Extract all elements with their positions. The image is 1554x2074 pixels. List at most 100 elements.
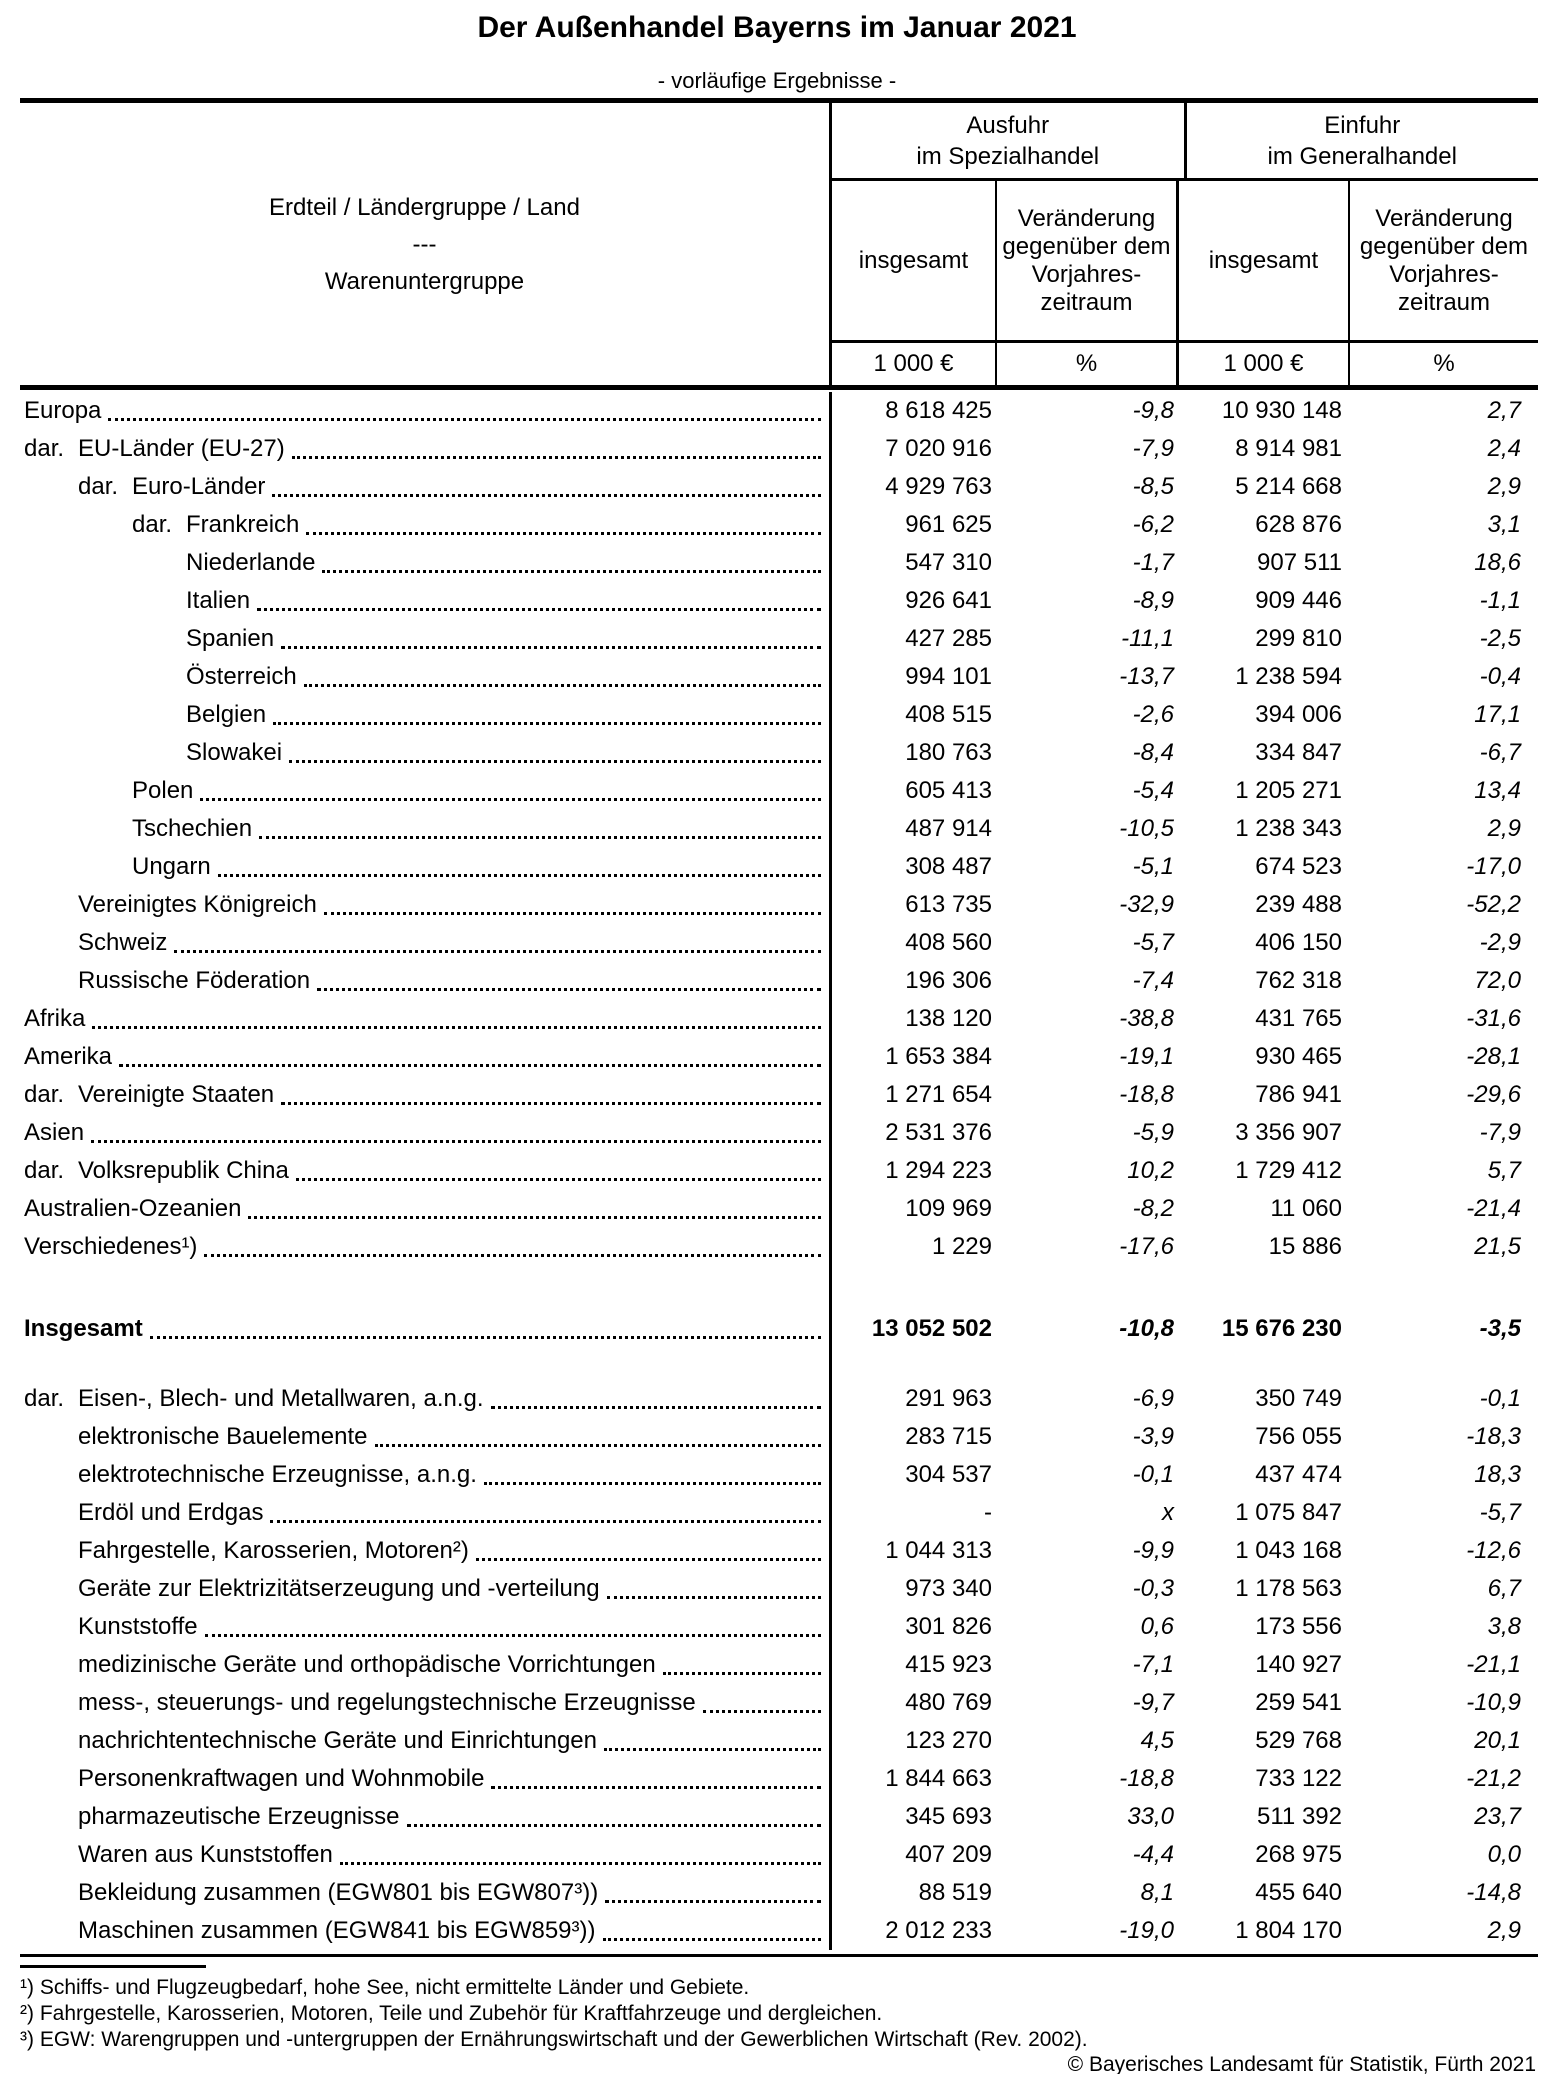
value-cell: 20,1 [1474, 1727, 1521, 1754]
row-label: Italien [186, 587, 251, 614]
row-label-cell: medizinische Geräte und orthopädische Vo… [20, 1646, 832, 1684]
row-label: Personenkraftwagen und Wohnmobile [78, 1765, 485, 1792]
row-label-cell: dar. Volksrepublik China [20, 1152, 832, 1190]
dot-leader [200, 798, 821, 801]
geo-row: Italien 926 641 -8,9 909 446 -1,1 [20, 582, 1538, 620]
row-label: mess-, steuerungs- und regelungstechnisc… [78, 1689, 696, 1716]
row-label-cell: Insgesamt [20, 1310, 832, 1348]
column-group-row: Ausfuhr im Spezialhandel Einfuhr im Gene… [832, 103, 1538, 181]
value-cell: 301 826 [905, 1613, 992, 1640]
value-cell: -19,1 [1119, 1043, 1174, 1070]
dot-leader [108, 418, 821, 421]
value-cell: -7,1 [1132, 1651, 1174, 1678]
geo-row: Australien-Ozeanien 109 969 -8,2 11 060 -21,… [20, 1190, 1538, 1228]
unit-label: 1 000 € [1223, 350, 1304, 377]
value-cell: 394 006 [1255, 701, 1342, 728]
footnote-2: ²) Fahrgestelle, Karosserien, Motoren, T… [20, 2002, 883, 2025]
value-cell: 268 975 [1255, 1841, 1342, 1868]
value-cell: 13 052 502 [871, 1315, 992, 1342]
footnote-3: ³) EGW: Warengruppen und -untergruppen d… [20, 2028, 1088, 2051]
value-cell: 529 768 [1255, 1727, 1342, 1754]
value-cell: - [984, 1499, 992, 1526]
goods-row: medizinische Geräte und orthopädische Vo… [20, 1646, 1538, 1684]
goods-row: Geräte zur Elektrizitätserzeugung und -v… [20, 1570, 1538, 1608]
value-cell: 1 271 654 [885, 1081, 992, 1108]
row-label-cell: Geräte zur Elektrizitätserzeugung und -v… [20, 1570, 832, 1608]
row-label-cell: Slowakei [20, 734, 832, 772]
geo-row: dar. Frankreich 961 625 -6,2 628 876 3,1 [20, 506, 1538, 544]
dot-leader [606, 1596, 821, 1599]
row-label: Erdöl und Erdgas [78, 1499, 264, 1526]
dot-leader [491, 1786, 821, 1789]
unit-label: % [1075, 350, 1098, 377]
dot-leader [259, 836, 821, 839]
value-cell: 304 537 [905, 1461, 992, 1488]
value-cell: -0,1 [1132, 1461, 1174, 1488]
dar-prefix: dar. [24, 1157, 65, 1184]
goods-row: Personenkraftwagen und Wohnmobile 1 844 6… [20, 1760, 1538, 1798]
dar-prefix: dar. [24, 1385, 65, 1412]
value-cell: -9,8 [1132, 397, 1174, 424]
value-cell: 8,1 [1140, 1879, 1174, 1906]
value-cell: -3,5 [1479, 1315, 1521, 1342]
value-cell: 1 804 170 [1235, 1917, 1342, 1944]
row-label: Spanien [186, 625, 275, 652]
unit-cell: 1 000 € [832, 343, 997, 385]
value-cell: 408 560 [905, 929, 992, 956]
col-group-ausfuhr: Ausfuhr im Spezialhandel [832, 103, 1187, 178]
row-label-cell: dar. Euro-Länder [20, 468, 832, 506]
geo-row: Niederlande 547 310 -1,7 907 511 18,6 [20, 544, 1538, 582]
value-cell: -18,8 [1119, 1765, 1174, 1792]
unit-cell: % [997, 343, 1179, 385]
value-cell: -6,7 [1479, 739, 1521, 766]
value-cell: -5,7 [1479, 1499, 1521, 1526]
geo-row: dar. EU-Länder (EU-27) 7 020 916 -7,9 8 914 … [20, 430, 1538, 468]
value-cell: -38,8 [1119, 1005, 1174, 1032]
dot-leader [248, 1216, 821, 1219]
row-label-cell: Amerika [20, 1038, 832, 1076]
row-label: nachrichtentechnische Geräte und Einrich… [78, 1727, 597, 1754]
dar-prefix: dar. [24, 1081, 65, 1108]
subheader-line: Veränderung [1017, 204, 1156, 232]
value-cell: -1,1 [1479, 587, 1521, 614]
subheader-label: insgesamt [858, 246, 969, 274]
value-cell: -31,6 [1466, 1005, 1521, 1032]
value-cell: -12,6 [1466, 1537, 1521, 1564]
unit-row: 1 000 € % 1 000 € % [832, 343, 1538, 385]
goods-row: elektrotechnische Erzeugnisse, a.n.g. 304… [20, 1456, 1538, 1494]
row-label: Niederlande [186, 549, 316, 576]
value-cell: -5,4 [1132, 777, 1174, 804]
dar-prefix: dar. [132, 511, 173, 538]
row-label-cell: dar. Eisen-, Blech- und Metallwaren, a.n.… [20, 1380, 832, 1418]
value-cell: 8 914 981 [1235, 435, 1342, 462]
row-label: Polen [132, 777, 194, 804]
geo-row: Spanien 427 285 -11,1 299 810 -2,5 [20, 620, 1538, 658]
geo-row: Vereinigtes Königreich 613 735 -32,9 239 48… [20, 886, 1538, 924]
value-cell: -21,2 [1466, 1765, 1521, 1792]
value-cell: 7 020 916 [885, 435, 992, 462]
value-cell: 415 923 [905, 1651, 992, 1678]
value-cell: -6,9 [1132, 1385, 1174, 1412]
subheader-line: Vorjahres- [1031, 260, 1142, 288]
value-cell: 17,1 [1474, 701, 1521, 728]
value-cell: 674 523 [1255, 853, 1342, 880]
value-cell: 8 618 425 [885, 397, 992, 424]
value-cell: 786 941 [1255, 1081, 1342, 1108]
value-cell: 1 294 223 [885, 1157, 992, 1184]
value-cell: 605 413 [905, 777, 992, 804]
value-cell: -17,0 [1466, 853, 1521, 880]
sub-header-row: insgesamt Veränderung gegenüber dem Vorj… [832, 181, 1538, 343]
value-cell: 2,7 [1487, 397, 1521, 424]
row-label: Insgesamt [24, 1315, 143, 1342]
row-label-cell: Erdöl und Erdgas [20, 1494, 832, 1532]
row-label-cell: Polen [20, 772, 832, 810]
value-cell: -14,8 [1466, 1879, 1521, 1906]
goods-row: Kunststoffe 301 826 0,6 173 556 3,8 [20, 1608, 1538, 1646]
value-cell: -18,3 [1466, 1423, 1521, 1450]
value-cell: -7,9 [1479, 1119, 1521, 1146]
value-cell: 180 763 [905, 739, 992, 766]
row-label: Waren aus Kunststoffen [78, 1841, 333, 1868]
dot-leader [323, 912, 821, 915]
value-cell: 350 749 [1255, 1385, 1342, 1412]
row-label-cell: pharmazeutische Erzeugnisse [20, 1798, 832, 1836]
